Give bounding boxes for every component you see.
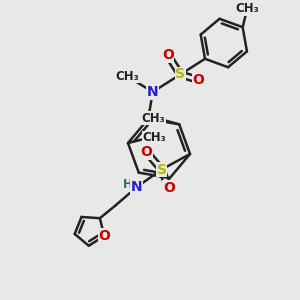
Text: O: O — [141, 145, 152, 159]
Text: O: O — [98, 229, 110, 243]
Text: CH₃: CH₃ — [141, 112, 165, 125]
Text: S: S — [175, 68, 185, 82]
Text: CH₃: CH₃ — [116, 70, 139, 83]
Text: H: H — [122, 178, 132, 191]
Text: O: O — [192, 73, 204, 87]
Text: S: S — [157, 163, 166, 177]
Text: CH₃: CH₃ — [142, 131, 166, 144]
Text: N: N — [147, 85, 158, 99]
Text: N: N — [131, 180, 143, 194]
Text: O: O — [163, 181, 175, 195]
Text: O: O — [162, 48, 174, 62]
Text: CH₃: CH₃ — [235, 2, 259, 15]
